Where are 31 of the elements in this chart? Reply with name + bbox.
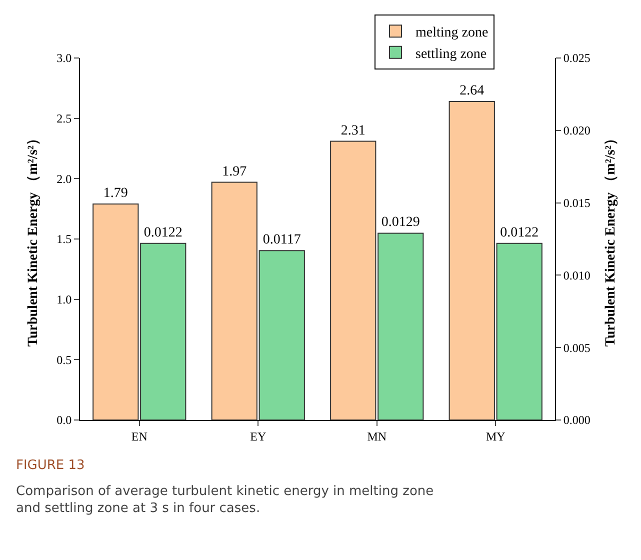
data-label: 0.0129 <box>381 215 420 230</box>
y2-tick-label: 0.010 <box>563 268 590 282</box>
data-label: 0.0117 <box>262 232 301 248</box>
x-tick-label: MY <box>486 429 506 444</box>
y2-tick-label: 0.015 <box>563 196 590 210</box>
y2-tick-label: 0.005 <box>563 340 590 355</box>
x-tick-label: EY <box>250 429 266 444</box>
text: Comparison of average turbulent kinetic energy in melting zone and settling zone at 3 s in four cases. <box>16 484 434 516</box>
y2-tick-label: 0.020 <box>563 124 590 138</box>
x-tick-label: MN <box>367 429 387 444</box>
y-tick-label: 0.5 <box>56 352 72 367</box>
caption: FIGURE 13 <box>16 458 85 473</box>
y-axis-title: Turbulent Kinetic Energy （m²/s²） <box>26 131 42 347</box>
y-tick-label: 1.5 <box>56 232 72 246</box>
y-tick-label: 2.5 <box>56 112 72 126</box>
legend-label: settling zone <box>416 46 487 62</box>
x-tick-label: EN <box>131 429 148 444</box>
y2-axis-title: Turbulent Kinetic Energy （m²/s²） <box>604 131 619 347</box>
data-label: 0.0122 <box>144 225 182 240</box>
y-tick-label: 2.0 <box>56 172 72 186</box>
data-label: 2.31 <box>340 123 366 138</box>
y-tick-label: 1.0 <box>56 292 72 307</box>
y2-tick-label: 0.025 <box>563 51 590 66</box>
data-label: 0.0122 <box>500 225 539 240</box>
y-tick-label: 3.0 <box>56 51 72 66</box>
y-tick-label: 0.0 <box>56 413 72 428</box>
legend-label: melting zone <box>416 26 488 41</box>
data-label: 1.79 <box>103 186 128 202</box>
data-label: 1.97 <box>222 164 247 180</box>
y2-tick-label: 0.000 <box>563 413 590 428</box>
data-label: 2.64 <box>460 83 484 98</box>
